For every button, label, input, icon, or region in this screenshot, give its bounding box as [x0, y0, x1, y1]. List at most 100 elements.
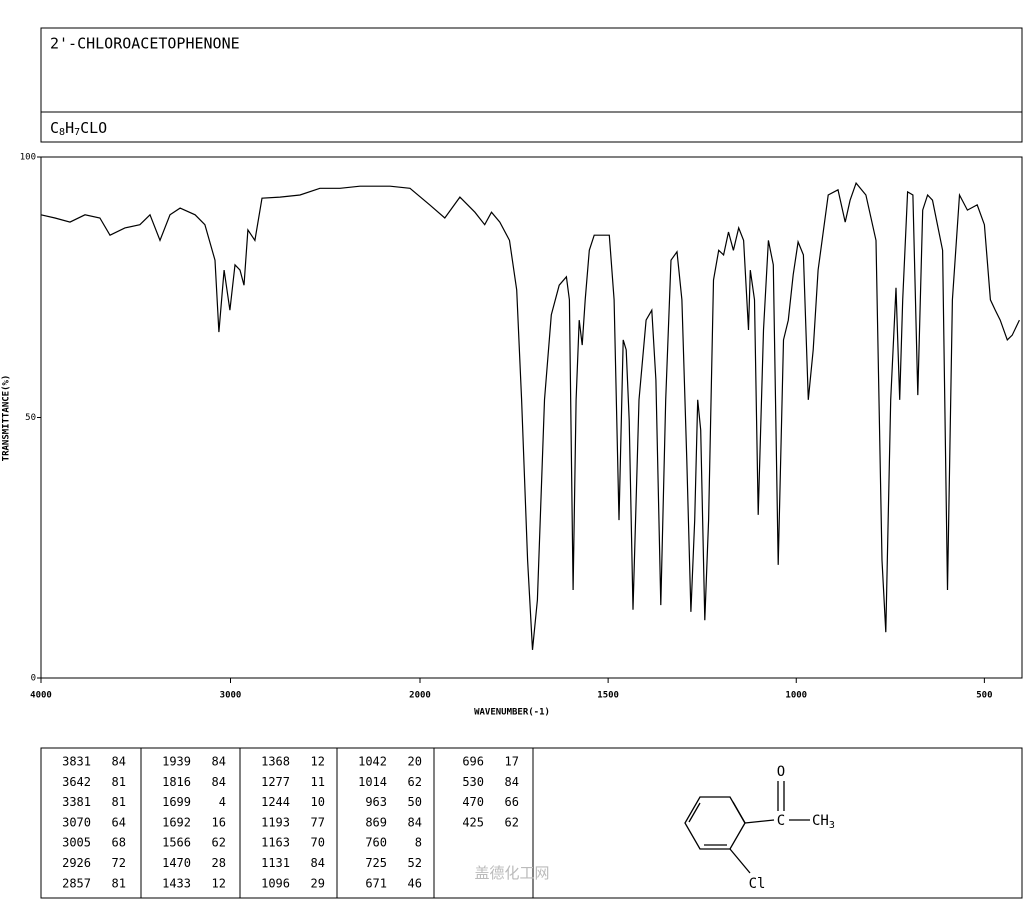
formula-part: CLO [80, 119, 107, 137]
peak-wavenumber: 3070 [62, 815, 91, 829]
peak-wavenumber: 1193 [261, 815, 290, 829]
peak-transmittance: 81 [112, 795, 126, 809]
peak-transmittance: 84 [505, 775, 519, 789]
peak-wavenumber: 869 [365, 815, 387, 829]
peak-transmittance: 62 [408, 775, 422, 789]
peak-wavenumber: 1433 [162, 876, 191, 890]
peak-transmittance: 72 [112, 856, 126, 870]
atom-label: C [777, 813, 785, 829]
peak-transmittance: 66 [505, 795, 519, 809]
peak-transmittance: 81 [112, 775, 126, 789]
peak-transmittance: 84 [212, 775, 226, 789]
peak-transmittance: 81 [112, 876, 126, 890]
peak-wavenumber: 1566 [162, 836, 191, 850]
peak-transmittance: 8 [415, 836, 422, 850]
x-tick-label: 1500 [597, 691, 619, 701]
peak-wavenumber: 696 [462, 755, 484, 769]
peak-wavenumber: 1244 [261, 795, 290, 809]
peak-transmittance: 29 [311, 876, 325, 890]
peak-wavenumber: 1692 [162, 815, 191, 829]
axes: 4000 3000 2000 1500 1000 500 0 50 100 [20, 153, 993, 701]
peak-transmittance: 10 [311, 795, 325, 809]
peak-transmittance: 46 [408, 876, 422, 890]
peak-wavenumber: 963 [365, 795, 387, 809]
peak-wavenumber: 3005 [62, 836, 91, 850]
x-tick-label: 1000 [785, 691, 807, 701]
formula-part: H [65, 119, 74, 137]
subscript: 8 [59, 127, 65, 138]
peak-wavenumber: 1699 [162, 795, 191, 809]
peak-transmittance: 52 [408, 856, 422, 870]
peak-transmittance: 12 [212, 876, 226, 890]
atom-label: Cl [749, 876, 766, 892]
header-box [40, 27, 1023, 143]
compound-name: 2'-CHLOROACETOPHENONE [50, 35, 240, 53]
peak-wavenumber: 1131 [261, 856, 290, 870]
peak-wavenumber: 2926 [62, 856, 91, 870]
x-tick-label: 4000 [30, 691, 52, 701]
peak-transmittance: 84 [408, 815, 422, 829]
benzene-ring [684, 796, 746, 850]
peak-wavenumber: 425 [462, 815, 484, 829]
peak-wavenumber: 2857 [62, 876, 91, 890]
peak-wavenumber: 3381 [62, 795, 91, 809]
peak-transmittance: 17 [505, 755, 519, 769]
spectrum-line [40, 181, 1020, 650]
peak-transmittance: 16 [212, 815, 226, 829]
peak-wavenumber: 1368 [261, 755, 290, 769]
peak-transmittance: 84 [311, 856, 325, 870]
peak-transmittance: 4 [219, 795, 226, 809]
y-tick-label: 50 [25, 413, 36, 423]
ring-bond [688, 802, 701, 823]
formula: C8H7CLO [50, 119, 107, 139]
y-axis-label: TRANSMITTANCE(%) [2, 375, 12, 462]
peak-wavenumber: 1816 [162, 775, 191, 789]
peak-wavenumber: 1163 [261, 836, 290, 850]
peak-transmittance: 20 [408, 755, 422, 769]
y-tick-label: 100 [20, 153, 36, 163]
peak-transmittance: 77 [311, 815, 325, 829]
peak-wavenumber: 1014 [358, 775, 387, 789]
peak-wavenumber: 760 [365, 836, 387, 850]
atom-label: O [777, 764, 785, 780]
y-tick-label: 0 [31, 674, 36, 684]
formula-part: C [50, 119, 59, 137]
peak-transmittance: 12 [311, 755, 325, 769]
peak-transmittance: 50 [408, 795, 422, 809]
ring-bond [732, 801, 746, 824]
peak-transmittance: 62 [212, 836, 226, 850]
peak-table-box [40, 747, 1023, 899]
x-tick-label: 3000 [220, 691, 242, 701]
peak-wavenumber: 1939 [162, 755, 191, 769]
peak-transmittance: 11 [311, 775, 325, 789]
peak-transmittance: 68 [112, 836, 126, 850]
peak-transmittance: 70 [311, 836, 325, 850]
peak-wavenumber: 3642 [62, 775, 91, 789]
peak-transmittance: 84 [112, 755, 126, 769]
formula-part: CH [812, 813, 829, 829]
peak-wavenumber: 1470 [162, 856, 191, 870]
peak-transmittance: 64 [112, 815, 126, 829]
peak-wavenumber: 3831 [62, 755, 91, 769]
peak-wavenumber: 725 [365, 856, 387, 870]
bond [744, 819, 775, 824]
peak-transmittance: 62 [505, 815, 519, 829]
x-axis-label: WAVENUMBER(-1) [474, 708, 550, 718]
subscript: 7 [74, 127, 80, 138]
peak-wavenumber: 1096 [261, 876, 290, 890]
peak-transmittance: 84 [212, 755, 226, 769]
peak-wavenumber: 530 [462, 775, 484, 789]
peak-wavenumber: 1277 [261, 775, 290, 789]
spectrum [40, 181, 1020, 650]
peak-wavenumber: 1042 [358, 755, 387, 769]
x-tick-label: 500 [976, 691, 992, 701]
bond [729, 848, 751, 874]
watermark: 盖德化工网 [474, 864, 549, 882]
structure [684, 781, 810, 874]
peak-wavenumber: 671 [365, 876, 387, 890]
peak-wavenumber: 470 [462, 795, 484, 809]
x-tick-label: 2000 [409, 691, 431, 701]
subscript: 3 [829, 820, 835, 831]
